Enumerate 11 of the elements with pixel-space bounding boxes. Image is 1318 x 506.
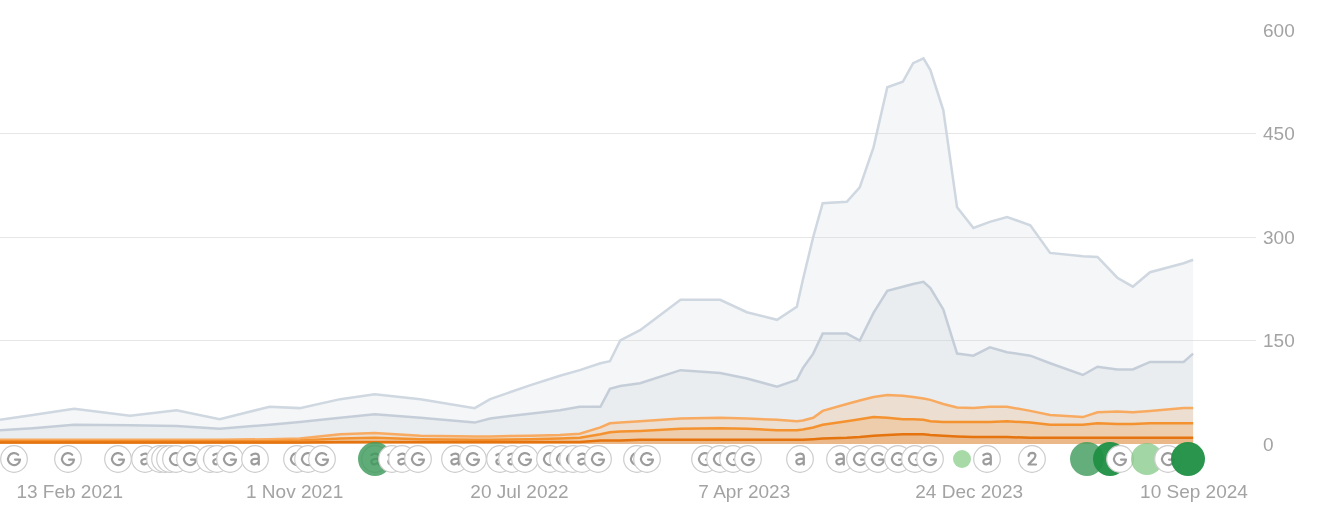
y-tick-label: 150	[1263, 330, 1295, 352]
x-tick-label: 1 Nov 2021	[246, 481, 344, 502]
y-tick-label: 450	[1263, 123, 1295, 145]
x-tick-label: 10 Sep 2024	[1140, 481, 1249, 502]
y-tick-label: 600	[1263, 19, 1295, 41]
y-tick-label: 300	[1263, 226, 1295, 248]
x-tick-label: 20 Jul 2022	[470, 481, 569, 502]
x-tick-label: 13 Feb 2021	[16, 481, 124, 502]
y-tick-label: 0	[1263, 433, 1274, 455]
x-tick-label: 24 Dec 2023	[915, 481, 1024, 502]
x-tick-label: 7 Apr 2023	[698, 481, 791, 502]
